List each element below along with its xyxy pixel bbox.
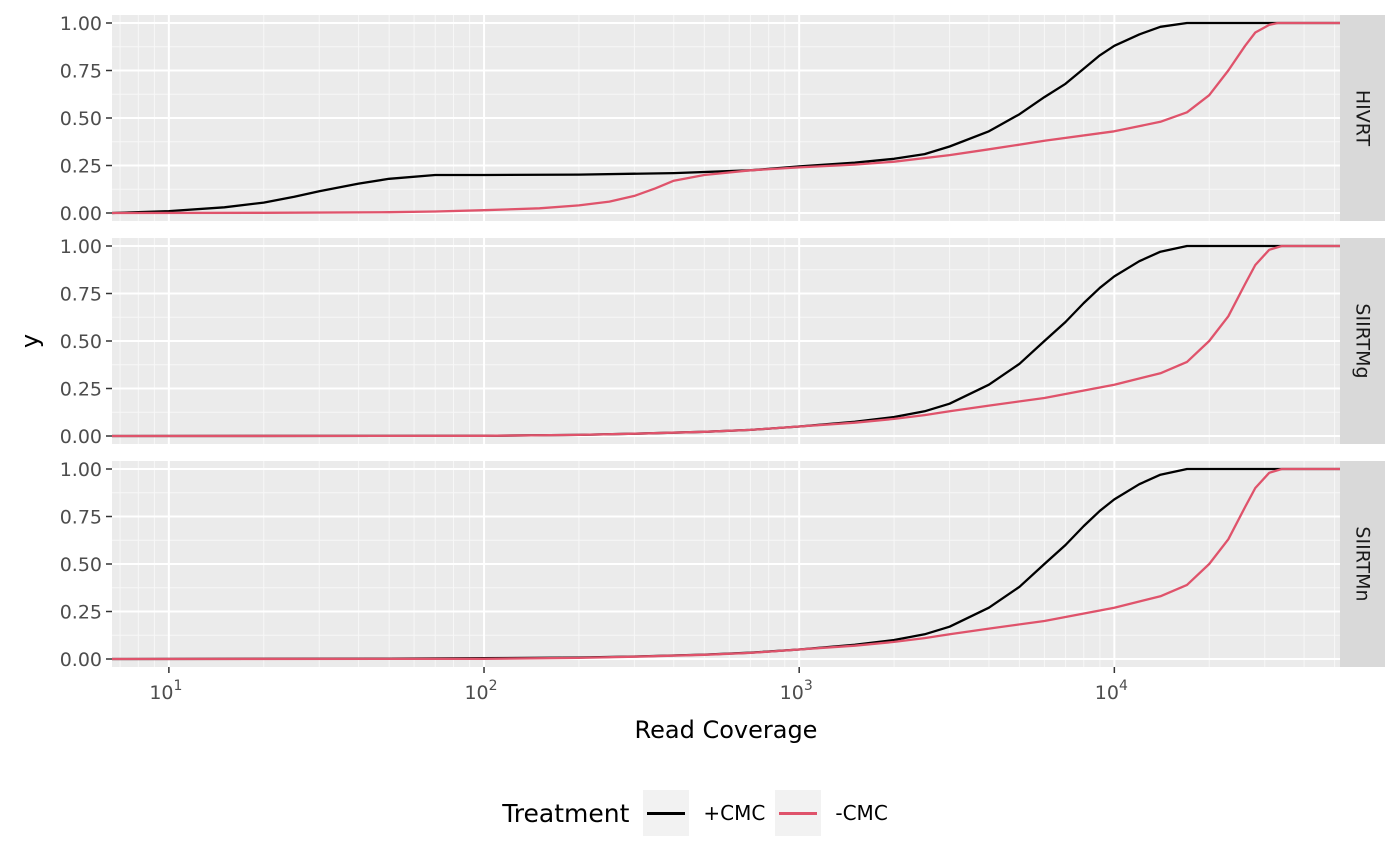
series-line-plus-cmc [111,21,1340,215]
strip-label: SIIRTMg [1352,303,1374,378]
strip-label: HIVRT [1352,90,1374,147]
x-tick-label: 101 [149,678,182,704]
strip-background [1340,238,1385,444]
y-tick-label: 0.25 [60,602,102,624]
y-tick-label: 0.25 [60,379,102,401]
y-tick-label: 0.75 [60,61,102,83]
y-tick-label: 0.00 [60,649,102,671]
panel-siirtmg: 0.00 0.25 0.50 0.75 1.00 SIIRTMg [60,236,1385,448]
y-tick-label: 0.75 [60,507,102,529]
legend-item-minus-cmc: -CMC [775,790,888,836]
x-tick-label: 102 [464,678,497,704]
panel-hivrt: 0.00 0.25 0.50 0.75 1.00 HIVRT [60,13,1385,225]
strip-background [1340,461,1385,667]
legend-line-minus-cmc [779,812,818,815]
panels-layer: 0.00 0.25 0.50 0.75 1.00 HIVRT 0.00 0.25 0.50 0.7… [60,13,1385,671]
strip-label: SIIRTMn [1352,526,1374,601]
legend: Treatment +CMC -CMC [0,785,1400,841]
y-tick-label: 0.50 [60,108,102,130]
y-tick-label: 1.00 [60,459,102,481]
x-axis-title: Read Coverage [635,716,818,744]
y-tick-label: 1.00 [60,13,102,35]
y-tick-label: 0.50 [60,331,102,353]
y-tick-label: 0.75 [60,284,102,306]
x-tick-label: 104 [1095,678,1128,704]
y-tick-label: 0.50 [60,554,102,576]
legend-item-plus-cmc: +CMC [643,790,765,836]
series-line-minus-cmc [111,21,1340,215]
strip-background [1340,15,1385,221]
panel-siirtmn: 0.00 0.25 0.50 0.75 1.00 SIIRTMn [60,459,1385,671]
legend-line-plus-cmc [647,812,686,815]
series-line-minus-cmc [111,467,1340,661]
legend-label-plus-cmc: +CMC [703,801,766,825]
y-tick-label: 1.00 [60,236,102,258]
legend-key-minus-cmc [775,790,822,836]
legend-label-minus-cmc: -CMC [835,801,888,825]
x-axis: 101 102 103 104 [149,667,1128,704]
legend-title: Treatment [502,798,630,828]
series-line-minus-cmc [111,244,1340,438]
y-tick-label: 0.00 [60,426,102,448]
x-tick-label: 103 [780,678,813,704]
y-tick-label: 0.00 [60,203,102,225]
y-axis-title: y [16,334,44,348]
y-tick-label: 0.25 [60,156,102,178]
legend-key-plus-cmc [643,790,690,836]
